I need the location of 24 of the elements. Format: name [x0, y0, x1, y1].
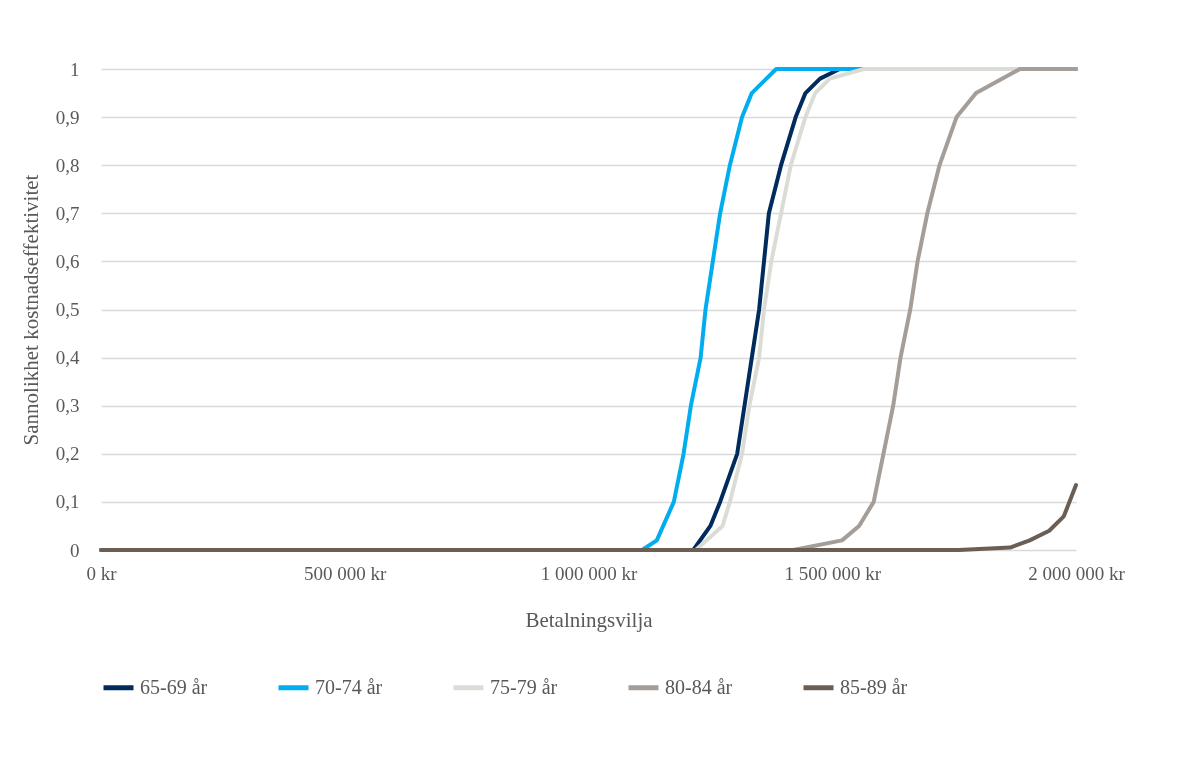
- y-tick-label: 0,3: [55, 395, 80, 417]
- y-tick-label: 1: [70, 58, 80, 80]
- x-tick-label: 2 000 000 kr: [1028, 562, 1126, 584]
- legend-label: 70-74 år: [315, 675, 383, 698]
- legend-label: 80-84 år: [665, 675, 733, 698]
- y-tick-label: 0,9: [55, 106, 80, 128]
- y-axis-title: Sannolikhet kostnadseffektivitet: [18, 174, 43, 446]
- x-axis-title: Betalningsvilja: [525, 607, 654, 632]
- y-tick-label: 0: [70, 539, 80, 561]
- x-tick-label: 1 500 000 kr: [784, 562, 882, 584]
- y-tick-label: 0,8: [55, 154, 80, 176]
- legend-label: 65-69 år: [140, 675, 208, 698]
- y-tick-label: 0,7: [55, 202, 80, 224]
- line-series: [99, 483, 1078, 552]
- y-tick-label: 0,4: [55, 347, 80, 369]
- legend-label: 75-79 år: [490, 675, 558, 698]
- y-tick-label: 0,5: [55, 299, 80, 320]
- x-tick-label: 1 000 000 kr: [540, 562, 638, 584]
- y-tick-label: 0,6: [55, 250, 80, 272]
- y-tick-label: 0,1: [55, 491, 80, 513]
- y-tick-label: 0,2: [55, 443, 80, 465]
- x-tick-label: 0 kr: [86, 562, 118, 584]
- x-tick-label: 500 000 kr: [304, 562, 388, 584]
- legend-label: 85-89 år: [840, 675, 908, 698]
